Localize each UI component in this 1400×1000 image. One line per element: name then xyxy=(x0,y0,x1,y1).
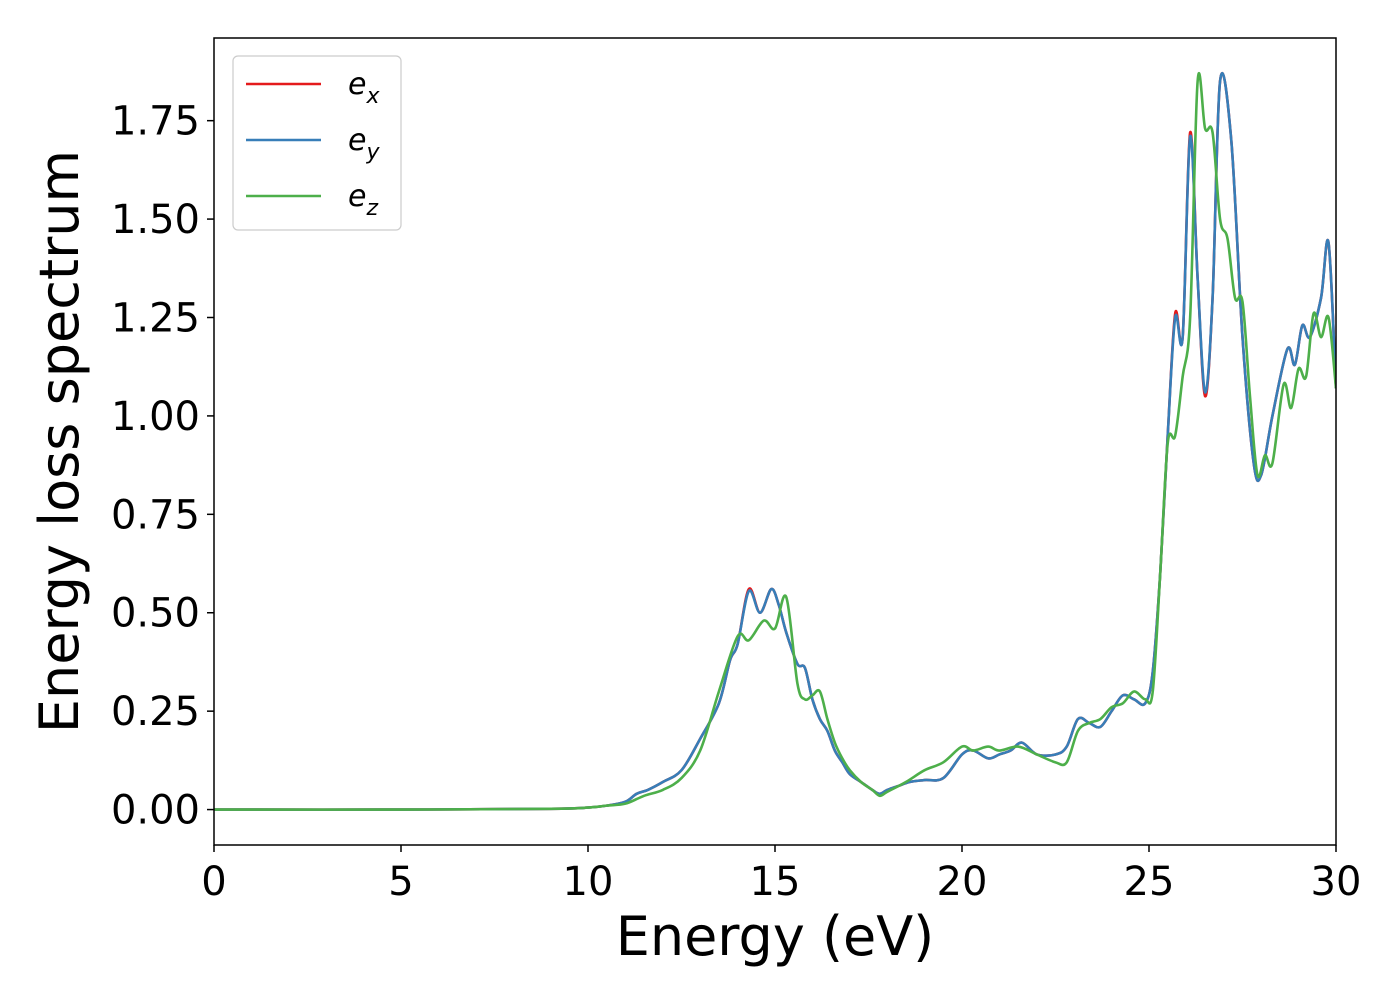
x-tick-label: 20 xyxy=(937,859,988,905)
legend: ex ey ez xyxy=(232,55,402,231)
series-line-z xyxy=(214,71,1336,811)
y-tick-label: 1.75 xyxy=(111,99,200,145)
x-tick-label: 30 xyxy=(1311,859,1362,905)
y-tick-label: 0.25 xyxy=(111,689,200,735)
y-tick-label: 1.00 xyxy=(111,394,200,440)
y-tick-label: 0.75 xyxy=(111,492,200,538)
x-tick-label: 25 xyxy=(1124,859,1175,905)
legend-item-x: ex xyxy=(246,67,380,109)
y-axis-label: Energy loss spectrum xyxy=(28,150,91,733)
y-tick-label: 1.50 xyxy=(111,197,200,243)
y-axis: 0.00 0.25 0.50 0.75 1.00 1.25 1.50 1.75 xyxy=(111,99,214,834)
series-layer xyxy=(214,71,1336,811)
x-tick-label: 0 xyxy=(201,859,226,905)
y-tick-label: 0.50 xyxy=(111,591,200,637)
x-tick-label: 5 xyxy=(388,859,413,905)
y-tick-label: 1.25 xyxy=(111,295,200,341)
legend-label: ey xyxy=(348,123,380,165)
x-tick-label: 10 xyxy=(563,859,614,905)
legend-label: ez xyxy=(348,179,378,221)
x-axis: 0 5 10 15 20 25 30 xyxy=(201,845,1361,905)
legend-box xyxy=(232,55,402,231)
legend-item-z: ez xyxy=(246,179,378,221)
legend-label: ex xyxy=(348,67,380,109)
y-tick-label: 0.00 xyxy=(111,788,200,834)
x-axis-label: Energy (eV) xyxy=(616,905,935,968)
legend-item-y: ey xyxy=(246,123,380,165)
x-tick-label: 15 xyxy=(750,859,801,905)
